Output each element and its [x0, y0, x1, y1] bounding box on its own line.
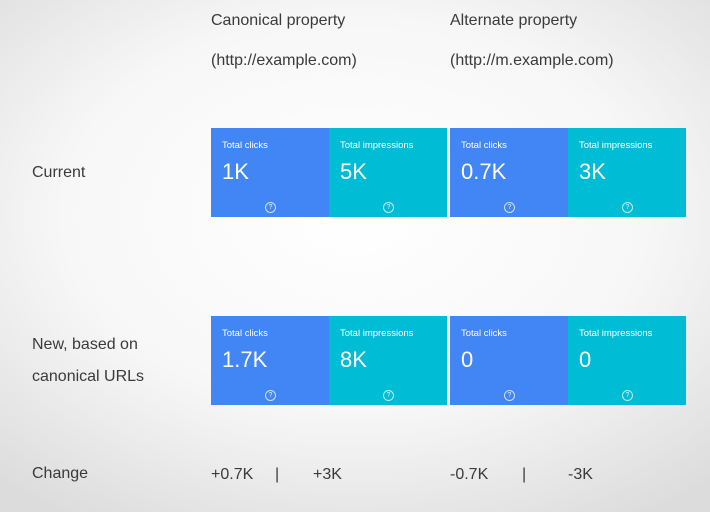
change-canonical-separator: |: [275, 466, 280, 483]
tile-label: Total clicks: [222, 328, 268, 339]
row-label-current: Current: [32, 164, 86, 181]
change-alternate-impressions: -3K: [568, 466, 593, 483]
tile-label: Total impressions: [340, 140, 414, 151]
question-circle-icon[interactable]: ?: [265, 390, 276, 401]
change-canonical-clicks: +0.7K: [211, 466, 254, 483]
tile-value: 0.7K: [461, 159, 507, 184]
question-circle-icon[interactable]: ?: [504, 390, 515, 401]
row-label-new-line2: canonical URLs: [32, 368, 145, 385]
alternate-property-title: Alternate property: [450, 12, 578, 29]
question-circle-icon[interactable]: ?: [504, 202, 515, 213]
tile-value: 1K: [222, 159, 249, 184]
tile-value: 0: [461, 347, 474, 372]
change-canonical-impressions: +3K: [313, 466, 342, 483]
alternate-property-url: (http://m.example.com): [450, 52, 614, 69]
question-circle-icon[interactable]: ?: [622, 390, 633, 401]
tile-label: Total clicks: [461, 140, 507, 151]
question-circle-icon[interactable]: ?: [383, 390, 394, 401]
tile-value: 1.7K: [222, 347, 268, 372]
new-alternate-impressions-tile: Total impressions 0 ?: [568, 316, 686, 405]
current-alternate-impressions-tile: Total impressions 3K ?: [568, 128, 686, 217]
tile-value: 0: [579, 347, 592, 372]
row-label-change: Change: [32, 465, 89, 482]
tile-value: 5K: [340, 159, 367, 184]
change-alternate-clicks: -0.7K: [450, 466, 489, 483]
row-label-new-line1: New, based on: [32, 336, 138, 353]
canonical-property-title: Canonical property: [211, 12, 346, 29]
tile-label: Total impressions: [340, 328, 414, 339]
canonical-property-url: (http://example.com): [211, 52, 357, 69]
current-canonical-clicks-tile: Total clicks 1K ?: [211, 128, 329, 217]
question-circle-icon[interactable]: ?: [265, 202, 276, 213]
new-canonical-clicks-tile: Total clicks 1.7K ?: [211, 316, 329, 405]
new-alternate-clicks-tile: Total clicks 0 ?: [450, 316, 568, 405]
tile-label: Total impressions: [579, 140, 653, 151]
new-canonical-impressions-tile: Total impressions 8K ?: [329, 316, 447, 405]
current-alternate-clicks-tile: Total clicks 0.7K ?: [450, 128, 568, 217]
tile-value: 8K: [340, 347, 367, 372]
tile-label: Total clicks: [222, 140, 268, 151]
tile-label: Total impressions: [579, 328, 653, 339]
tile-label: Total clicks: [461, 328, 507, 339]
question-circle-icon[interactable]: ?: [383, 202, 394, 213]
current-canonical-impressions-tile: Total impressions 5K ?: [329, 128, 447, 217]
question-circle-icon[interactable]: ?: [622, 202, 633, 213]
tile-value: 3K: [579, 159, 606, 184]
change-alternate-separator: |: [522, 466, 527, 483]
